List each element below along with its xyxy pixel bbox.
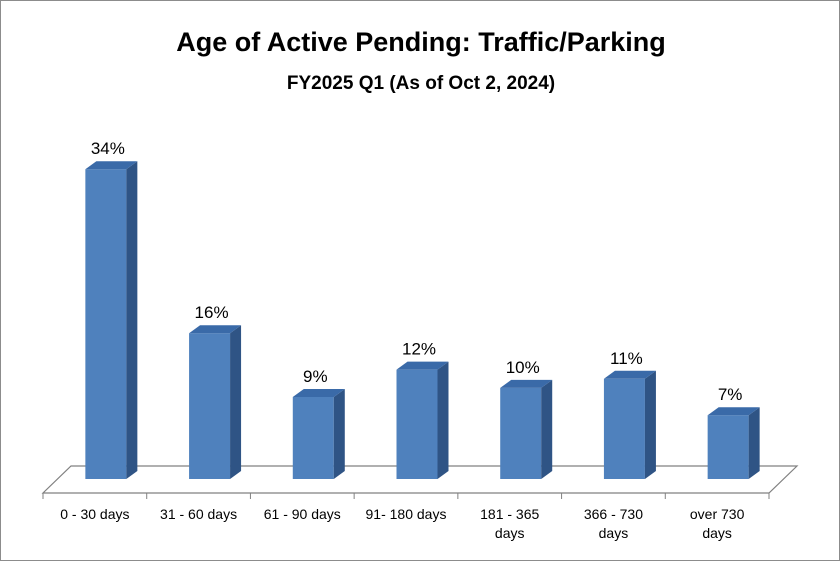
bar-top — [396, 361, 449, 370]
bar-top — [500, 379, 553, 388]
x-tick-label-line: 91- 180 days — [366, 506, 447, 522]
x-tick-label: 61 - 90 days — [264, 506, 341, 522]
x-tick-label-line: 0 - 30 days — [60, 506, 129, 522]
data-label: 10% — [506, 358, 540, 377]
bar-side — [541, 379, 553, 479]
bar-side — [644, 370, 656, 479]
data-label: 34% — [91, 139, 125, 158]
bar — [189, 333, 231, 479]
x-tick-label-line: days — [599, 525, 629, 541]
bar-side — [230, 325, 242, 479]
x-tick-label: 366 - 730 days — [584, 506, 643, 541]
bar-side — [126, 161, 138, 479]
x-tick-label-line: 366 - 730 — [584, 506, 643, 522]
x-tick-label-line: over 730 — [690, 506, 745, 522]
bar-top — [603, 370, 656, 379]
bar — [603, 378, 645, 479]
bar — [85, 169, 127, 479]
bar — [500, 387, 542, 479]
bar-side — [748, 407, 760, 479]
bar-side — [437, 361, 449, 479]
x-tick-label: over 730 days — [690, 506, 745, 541]
chart-subtitle: FY2025 Q1 (As of Oct 2, 2024) — [287, 73, 555, 94]
bar-top — [189, 325, 242, 334]
bar — [292, 397, 334, 479]
data-label: 11% — [610, 349, 643, 368]
x-tick-label-line: 61 - 90 days — [264, 506, 341, 522]
bar — [396, 369, 438, 479]
x-tick-label-line: days — [495, 525, 525, 541]
data-label: 12% — [402, 340, 436, 359]
x-tick-label-line: 31 - 60 days — [160, 506, 237, 522]
x-tick-label: 181 - 365 days — [480, 506, 539, 541]
bar-top — [707, 407, 760, 416]
data-label: 16% — [195, 303, 229, 322]
chart-title: Age of Active Pending: Traffic/Parking — [176, 27, 666, 57]
bar-top — [292, 389, 345, 397]
bar-top — [85, 161, 138, 170]
data-label: 7% — [718, 385, 743, 404]
bar — [707, 415, 749, 479]
x-tick-label-line: 181 - 365 — [480, 506, 539, 522]
bar-side — [333, 389, 345, 479]
x-tick-label: 31 - 60 days — [160, 506, 237, 522]
x-tick-label: 0 - 30 days — [60, 506, 129, 522]
x-tick-label: 91- 180 days — [366, 506, 447, 522]
data-label: 9% — [303, 367, 328, 386]
x-tick-label-line: days — [702, 525, 732, 541]
